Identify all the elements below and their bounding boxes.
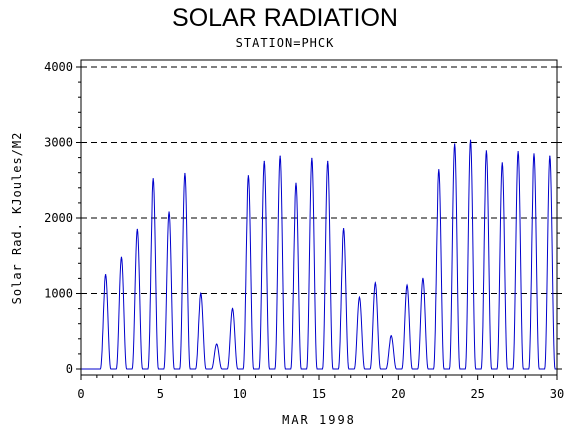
x-tick-label-20: 20: [391, 387, 405, 401]
daily-peak-point-11: [263, 160, 265, 162]
daily-peak-point-4: [152, 178, 154, 180]
daily-peak-point-9: [231, 308, 234, 310]
x-tick-label-25: 25: [470, 387, 484, 401]
y-tick-label-0: 0: [66, 362, 73, 376]
x-tick-label-10: 10: [232, 387, 246, 401]
x-axis-label: MAR 1998: [282, 413, 356, 427]
y-tick-label-4000: 4000: [44, 60, 73, 74]
x-tick-label-30: 30: [550, 387, 564, 401]
daily-peak-point-8: [216, 343, 218, 345]
daily-peak-point-17: [358, 296, 361, 298]
y-tick-label-3000: 3000: [44, 136, 73, 150]
daily-peak-point-28: [533, 153, 535, 155]
y-tick-label-2000: 2000: [44, 211, 73, 225]
chart-subtitle: STATION=PHCK: [235, 36, 335, 50]
x-tick-label-15: 15: [312, 387, 326, 401]
daily-peak-point-19: [390, 335, 392, 337]
daily-peak-point-29: [549, 155, 551, 157]
y-tick-label-1000: 1000: [44, 287, 73, 301]
daily-peak-point-15: [327, 160, 329, 162]
axis-layer: 0 1000 2000 3000 4000 0 5 10 15 20 25 30: [44, 59, 564, 401]
daily-peak-point-12: [279, 155, 281, 157]
y-axis-label: Solar Rad. KJoules/M2: [10, 132, 24, 305]
daily-peak-point-26: [501, 162, 503, 164]
daily-peak-point-23: [454, 143, 456, 145]
daily-peak-point-2: [120, 256, 123, 258]
daily-peak-point-13: [295, 182, 297, 184]
daily-peak-point-20: [406, 284, 408, 286]
daily-peak-point-3: [136, 228, 138, 230]
daily-peak-point-6: [184, 172, 186, 175]
daily-peak-point-22: [438, 169, 440, 171]
daily-peak-point-10: [247, 175, 249, 177]
daily-peak-point-5: [168, 211, 170, 213]
daily-peak-point-14: [311, 157, 313, 159]
x-tick-label-0: 0: [77, 387, 84, 401]
daily-peak-point-21: [422, 277, 424, 279]
daily-peak-point-24: [469, 139, 472, 141]
daily-peak-point-27: [517, 150, 519, 153]
series-layer: [81, 139, 557, 370]
daily-peak-point-16: [342, 227, 345, 230]
daily-peak-point-18: [374, 282, 376, 284]
daily-peak-point-1: [104, 274, 107, 276]
solar-radiation-line: [81, 140, 557, 370]
daily-peak-point-25: [485, 150, 487, 152]
x-tick-label-5: 5: [157, 387, 164, 401]
chart-title: SOLAR RADIATION: [172, 4, 398, 32]
daily-peak-point-7: [200, 292, 202, 295]
